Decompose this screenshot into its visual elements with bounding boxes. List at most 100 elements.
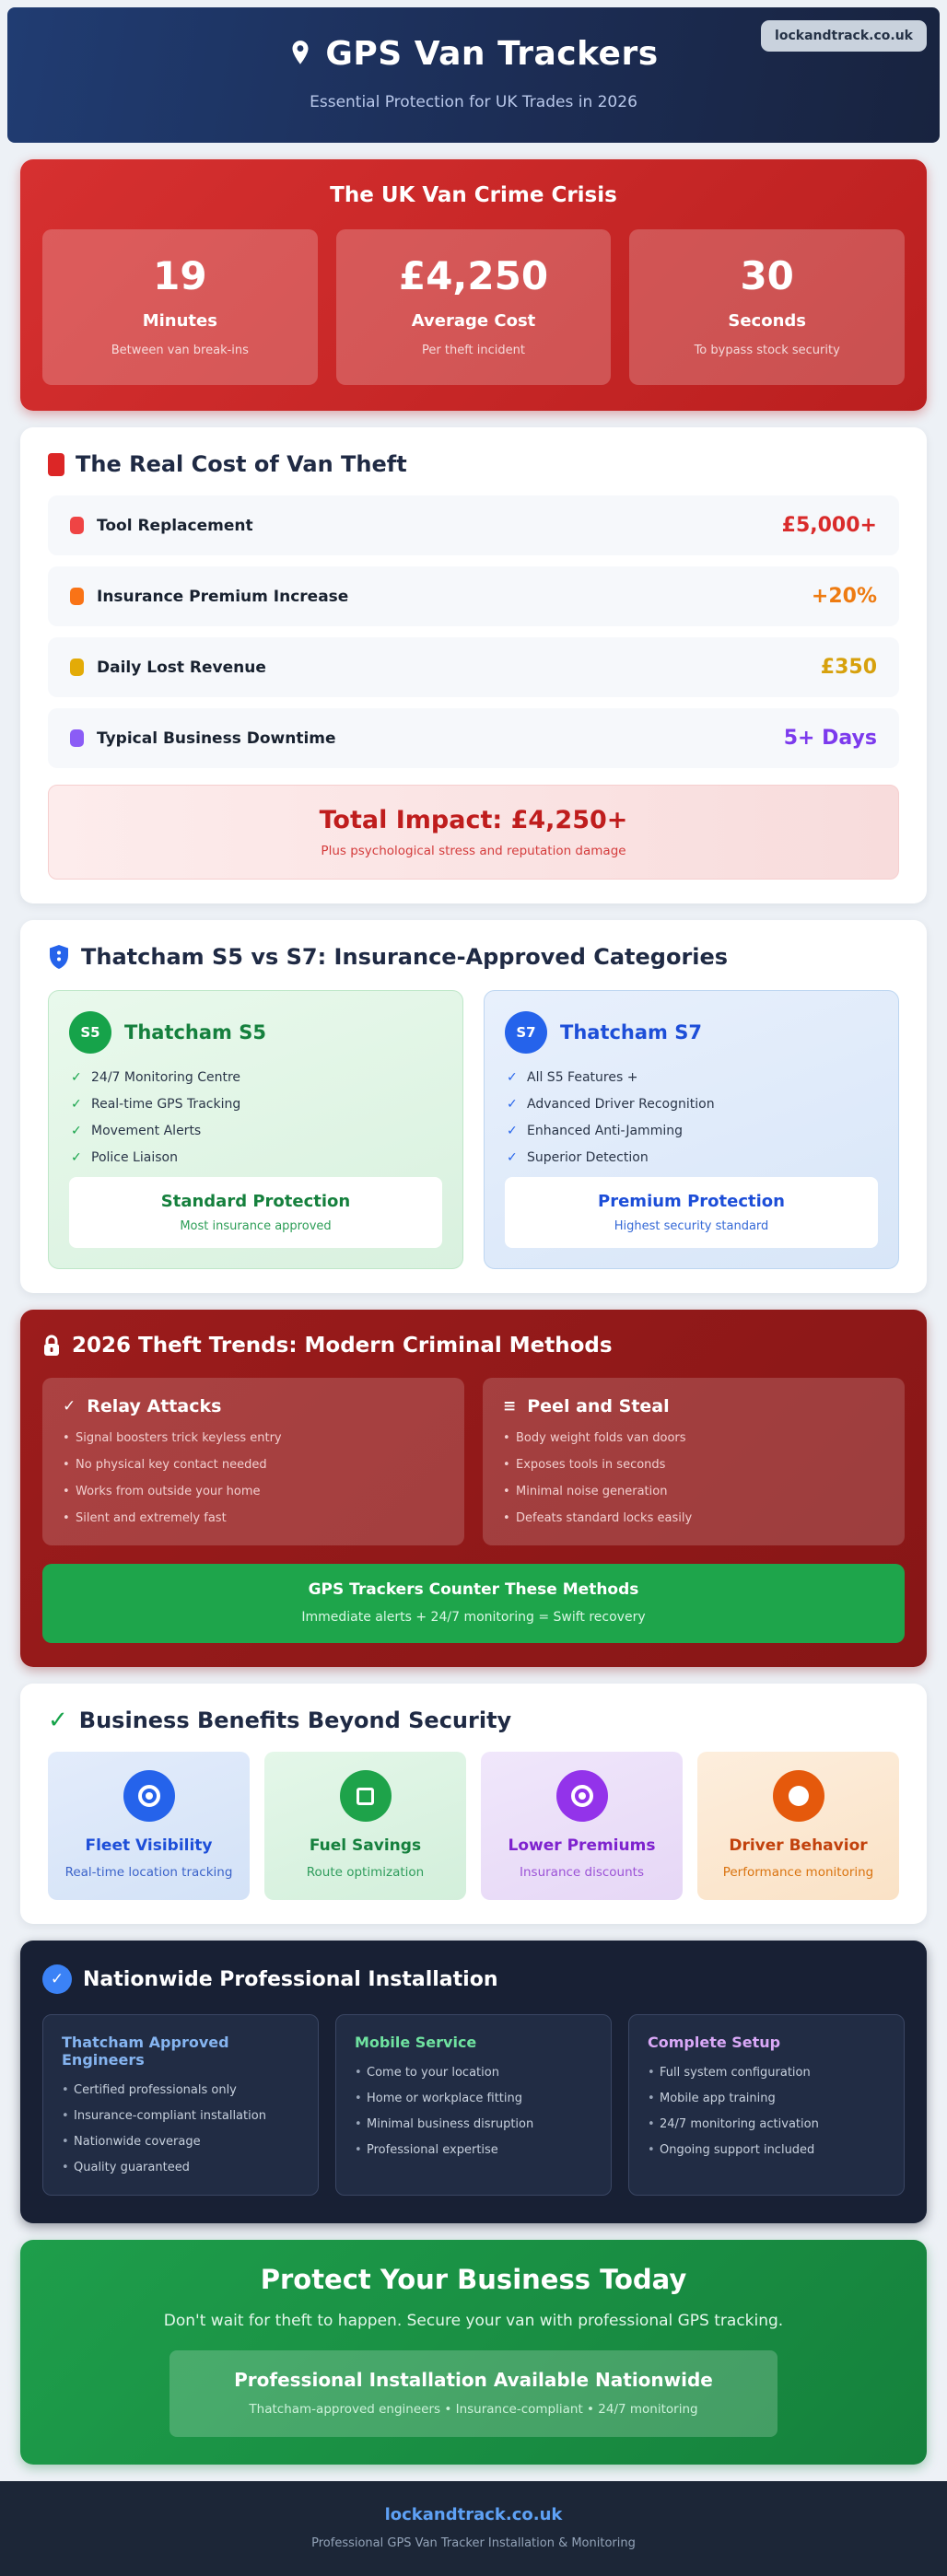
crisis-section: The UK Van Crime Crisis 19 Minutes Betwe… (20, 159, 927, 411)
square-icon (339, 1770, 392, 1822)
install-point: Nationwide coverage (62, 2135, 299, 2149)
dot-icon (772, 1770, 824, 1822)
stat-sub: To bypass stock security (694, 344, 840, 357)
method-point: Silent and extremely fast (63, 1511, 444, 1525)
stat-card-seconds: 30 Seconds To bypass stock security (629, 229, 906, 385)
s7-protection-title: Premium Protection (598, 1192, 785, 1211)
site-badge[interactable]: lockandtrack.co.uk (761, 20, 927, 52)
install-card-complete-setup: Complete Setup Full system configuration… (628, 2014, 905, 2196)
s7-protection-box: Premium Protection Highest security stan… (505, 1177, 878, 1248)
cost-value: 5+ Days (783, 727, 877, 750)
cost-value: £5,000+ (781, 514, 877, 537)
s5-title: Thatcham S5 (124, 1021, 266, 1043)
cost-row: Daily Lost Revenue £350 (48, 637, 899, 697)
trends-section: 2026 Theft Trends: Modern Criminal Metho… (20, 1310, 927, 1667)
trends-section-title: 2026 Theft Trends: Modern Criminal Metho… (72, 1334, 613, 1358)
check-circle-icon: ✓ (42, 1964, 72, 1994)
stat-card-cost: £4,250 Average Cost Per theft incident (335, 229, 612, 385)
thatcham-s5-card: S5 Thatcham S5 24/7 Monitoring Centre Re… (48, 990, 463, 1269)
cost-row: Tool Replacement £5,000+ (48, 495, 899, 555)
stat-sub: Between van break-ins (111, 344, 249, 357)
method-point: Signal boosters trick keyless entry (63, 1431, 444, 1445)
cost-section: The Real Cost of Van Theft Tool Replacem… (20, 427, 927, 903)
s7-feature: Superior Detection (505, 1150, 878, 1165)
total-impact-sub: Plus psychological stress and reputation… (321, 844, 626, 858)
method-point: No physical key contact needed (63, 1458, 444, 1472)
cost-label: Insurance Premium Increase (97, 587, 349, 606)
install-point: Insurance-compliant installation (62, 2109, 299, 2123)
benefit-card-lower-premiums: Lower Premiums Insurance discounts (481, 1752, 683, 1900)
cta-box-sub: Thatcham-approved engineers • Insurance-… (249, 2402, 698, 2417)
cost-section-title: The Real Cost of Van Theft (76, 451, 407, 477)
total-impact-box: Total Impact: £4,250+ Plus psychological… (48, 785, 899, 880)
install-point: Ongoing support included (648, 2143, 885, 2157)
s7-feature: Advanced Driver Recognition (505, 1097, 878, 1112)
method-point: Body weight folds van doors (503, 1431, 884, 1445)
gold-bullet-icon (70, 659, 84, 676)
install-card-engineers: Thatcham Approved Engineers Certified pr… (42, 2014, 319, 2196)
footer-tagline: Professional GPS Van Tracker Installatio… (311, 2536, 636, 2550)
lock-icon (42, 1334, 61, 1358)
benefit-sub: Route optimization (306, 1865, 425, 1880)
method-point: Exposes tools in seconds (503, 1458, 884, 1472)
install-card-mobile-service: Mobile Service Come to your location Hom… (335, 2014, 612, 2196)
peel-and-steal-card: ≡ Peel and Steal Body weight folds van d… (483, 1378, 905, 1545)
benefit-sub: Real-time location tracking (64, 1865, 233, 1880)
method-point: Works from outside your home (63, 1485, 444, 1498)
rings-icon (555, 1770, 608, 1822)
stat-label: Average Cost (411, 311, 536, 331)
stat-sub: Per theft incident (422, 344, 525, 357)
benefit-title: Fleet Visibility (85, 1836, 213, 1855)
benefit-card-driver-behavior: Driver Behavior Performance monitoring (697, 1752, 899, 1900)
cta-install-box: Professional Installation Available Nati… (170, 2350, 777, 2437)
purple-bullet-icon (70, 729, 84, 747)
install-card-title: Mobile Service (355, 2034, 477, 2051)
benefit-card-fuel-savings: Fuel Savings Route optimization (264, 1752, 466, 1900)
red-bullet-icon (70, 517, 84, 534)
install-card-title: Thatcham Approved Engineers (62, 2034, 229, 2069)
s5-feature: Real-time GPS Tracking (69, 1097, 442, 1112)
check-icon: ✓ (63, 1397, 76, 1416)
method-point: Defeats standard locks easily (503, 1511, 884, 1525)
relay-attacks-card: ✓ Relay Attacks Signal boosters trick ke… (42, 1378, 464, 1545)
tool-icon (48, 452, 64, 476)
footer-site-link[interactable]: lockandtrack.co.uk (384, 2505, 563, 2524)
menu-lines-icon: ≡ (503, 1397, 517, 1416)
s5-protection-box: Standard Protection Most insurance appro… (69, 1177, 442, 1248)
cost-label: Daily Lost Revenue (97, 658, 266, 677)
s7-feature: Enhanced Anti-Jamming (505, 1124, 878, 1138)
install-point: 24/7 monitoring activation (648, 2117, 885, 2131)
total-impact-title: Total Impact: £4,250+ (319, 806, 628, 834)
benefit-card-fleet-visibility: Fleet Visibility Real-time location trac… (48, 1752, 250, 1900)
installation-section: ✓ Nationwide Professional Installation T… (20, 1941, 927, 2223)
s5-badge: S5 (69, 1011, 111, 1054)
stat-label: Seconds (728, 311, 806, 331)
s5-feature: 24/7 Monitoring Centre (69, 1070, 442, 1085)
cost-value: +20% (811, 585, 877, 608)
check-icon: ✓ (48, 1707, 68, 1734)
installation-section-title: Nationwide Professional Installation (83, 1967, 498, 1991)
s5-protection-title: Standard Protection (160, 1192, 351, 1211)
cost-row: Typical Business Downtime 5+ Days (48, 708, 899, 768)
cta-section: Protect Your Business Today Don't wait f… (20, 2240, 927, 2465)
cta-box-title: Professional Installation Available Nati… (234, 2369, 713, 2391)
install-point: Minimal business disruption (355, 2117, 592, 2131)
benefit-sub: Performance monitoring (722, 1865, 874, 1880)
cost-label: Tool Replacement (97, 516, 253, 535)
header: lockandtrack.co.uk GPS Van Trackers Esse… (7, 7, 940, 143)
benefits-section: ✓ Business Benefits Beyond Security Flee… (20, 1684, 927, 1924)
stat-label: Minutes (142, 311, 217, 331)
install-point: Mobile app training (648, 2092, 885, 2105)
benefit-title: Driver Behavior (729, 1836, 868, 1855)
cta-title: Protect Your Business Today (260, 2264, 687, 2295)
install-point: Come to your location (355, 2066, 592, 2080)
orange-bullet-icon (70, 588, 84, 605)
thatcham-section-title: Thatcham S5 vs S7: Insurance-Approved Ca… (81, 944, 729, 970)
cta-text: Don't wait for theft to happen. Secure y… (163, 2312, 784, 2330)
shield-icon (48, 944, 70, 970)
s7-title: Thatcham S7 (560, 1021, 702, 1043)
cost-row: Insurance Premium Increase +20% (48, 566, 899, 626)
benefit-title: Fuel Savings (309, 1836, 422, 1855)
crisis-title: The UK Van Crime Crisis (330, 183, 617, 207)
method-point: Minimal noise generation (503, 1485, 884, 1498)
